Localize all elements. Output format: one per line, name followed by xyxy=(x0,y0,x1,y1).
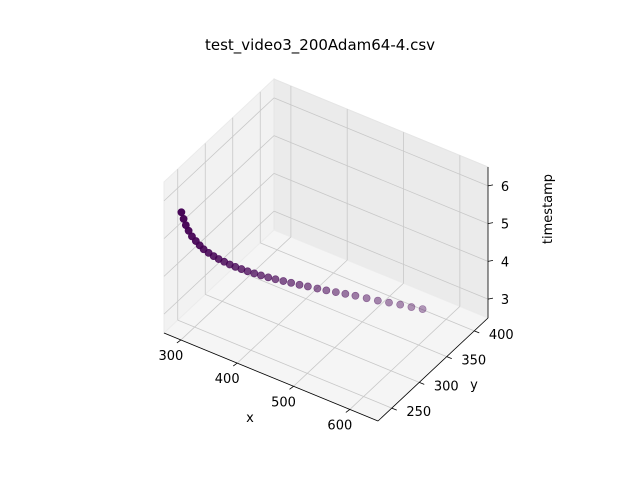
x-tick-label: 400 xyxy=(215,372,240,387)
grid-line-x-floor xyxy=(293,282,404,387)
y-tick-label: 300 xyxy=(434,379,459,394)
data-point xyxy=(331,288,340,297)
axis-lines xyxy=(163,167,494,422)
grid-line-y-floor xyxy=(177,319,392,409)
x-tick-label: 300 xyxy=(158,349,183,364)
x-tick-mark xyxy=(232,362,238,367)
data-point xyxy=(341,289,350,298)
z-tick-label: 5 xyxy=(501,218,509,233)
grid-line-z-back xyxy=(273,210,489,300)
z-axis-label: timestamp xyxy=(541,174,556,244)
grid-line-z-back xyxy=(273,97,489,187)
data-point xyxy=(303,282,312,291)
data-point xyxy=(250,269,259,278)
grid-line-x-floor xyxy=(180,236,292,341)
z-tick-label: 6 xyxy=(501,180,509,195)
data-point xyxy=(179,214,188,223)
x-axis-line xyxy=(163,332,379,422)
data-point xyxy=(177,208,186,217)
data-point xyxy=(385,298,393,307)
x-tick-mark xyxy=(345,409,351,413)
z-tick-mark xyxy=(487,222,494,225)
z-tick-mark xyxy=(487,259,494,262)
y-tick-mark xyxy=(419,382,425,385)
grid-line-x-floor xyxy=(236,259,348,364)
y-axis-label: y xyxy=(470,378,478,393)
data-point xyxy=(396,300,405,309)
grid-line-y-floor xyxy=(205,294,420,383)
x-tick-label: 500 xyxy=(271,395,296,410)
z-tick-labels: 3 4 5 6 xyxy=(501,180,509,308)
grid-line-y-floor xyxy=(260,242,475,332)
data-point xyxy=(407,303,416,311)
data-point xyxy=(322,286,331,295)
data-point xyxy=(287,278,296,287)
z-tick-mark xyxy=(487,184,494,187)
grid-line-y-floor xyxy=(232,268,447,357)
y-tick-label: 250 xyxy=(406,405,431,420)
data-point xyxy=(351,291,360,300)
x-tick-mark xyxy=(289,385,294,390)
grid-line-z-left xyxy=(163,173,275,277)
data-point xyxy=(418,305,427,313)
x-axis-label: x xyxy=(246,411,254,426)
data-point xyxy=(264,273,273,282)
axes-panes xyxy=(163,77,489,422)
z-tick-label: 3 xyxy=(501,293,509,308)
z-tick-mark xyxy=(487,297,494,300)
data-point xyxy=(362,294,371,303)
y-axis-line xyxy=(377,317,489,422)
y-tick-label: 350 xyxy=(461,354,486,369)
grid-line-z-back xyxy=(273,135,489,224)
z-tick-label: 4 xyxy=(501,255,509,270)
x-tick-mark xyxy=(176,339,182,344)
y-tick-mark xyxy=(391,407,397,411)
grid-line-z-left xyxy=(163,97,275,202)
data-point xyxy=(313,284,322,293)
data-point xyxy=(279,277,288,285)
x-tick-labels: 300 400 500 600 xyxy=(158,349,352,433)
y-tick-label: 400 xyxy=(489,328,514,343)
grid-line-x-floor xyxy=(349,306,461,410)
chart-title: test_video3_200Adam64-4.csv xyxy=(205,36,435,55)
data-points xyxy=(177,208,427,313)
y-tick-mark xyxy=(474,330,480,334)
grid-line-z-back xyxy=(273,173,489,262)
x-tick-label: 600 xyxy=(327,418,352,433)
grid-lines xyxy=(163,85,489,410)
data-point xyxy=(295,280,304,289)
data-point xyxy=(257,271,265,280)
y-tick-mark xyxy=(446,356,452,359)
data-point xyxy=(373,296,382,305)
data-point xyxy=(271,275,280,284)
